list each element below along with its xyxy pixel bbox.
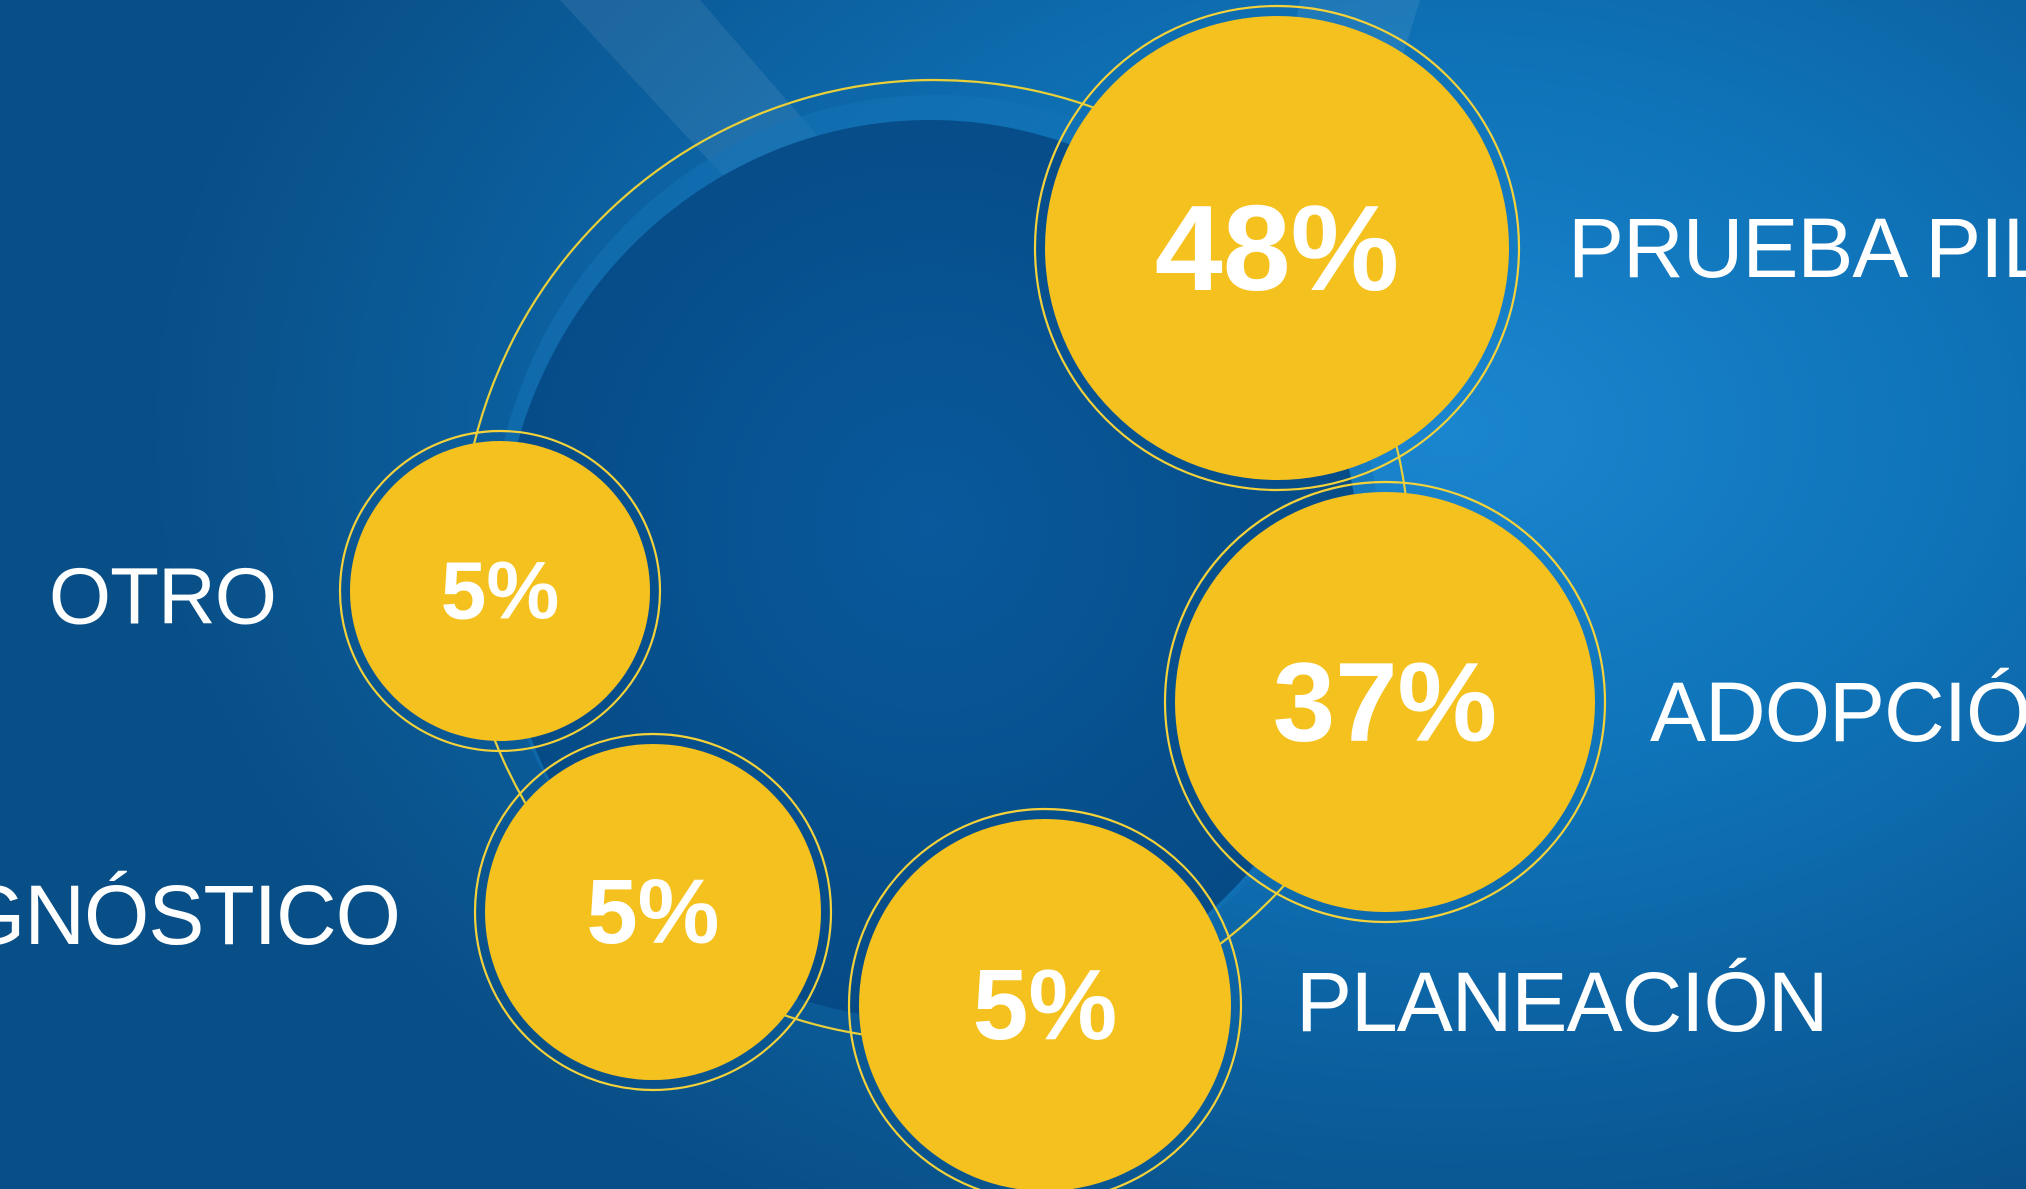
- category-labels: PRUEBA PILOTO ADOPCIÓN PLANEACIÓN DIAGNÓSTI…: [0, 201, 2026, 1049]
- category-label-otro: OTRO: [49, 552, 276, 641]
- value-label-diagnostico: 5%: [587, 861, 720, 963]
- bubble-diagnostico: 5%: [473, 732, 833, 1092]
- value-label-otro: 5%: [441, 546, 560, 637]
- bubble-series: 48% 37% 5% 5% 5%: [338, 4, 1607, 1189]
- bubble-ring-adopcion: [1163, 480, 1607, 924]
- bubble-circle-adopcion: [1175, 492, 1595, 912]
- value-label-adopcion: 37%: [1273, 640, 1497, 765]
- bubble-prueba-piloto: 48%: [1033, 4, 1521, 492]
- category-label-diagnostico: DIAGNÓSTICO: [0, 868, 400, 962]
- bubble-planeacion: 5%: [847, 807, 1243, 1189]
- bubble-circle-prueba-piloto: [1045, 16, 1509, 480]
- value-label-planeacion: 5%: [973, 949, 1118, 1061]
- bubble-adopcion: 37%: [1163, 480, 1607, 924]
- category-label-adopcion: ADOPCIÓN: [1650, 665, 2026, 759]
- value-label-prueba-piloto: 48%: [1155, 180, 1399, 316]
- bubble-ring-planeacion: [847, 807, 1243, 1189]
- bubble-circle-planeacion: [859, 819, 1231, 1189]
- bubble-otro: 5%: [338, 429, 662, 753]
- bubble-ring-otro: [338, 429, 662, 753]
- category-label-prueba-piloto: PRUEBA PILOTO: [1568, 201, 2026, 295]
- bubble-ring-diagnostico: [473, 732, 833, 1092]
- category-label-planeacion: PLANEACIÓN: [1296, 955, 1828, 1049]
- bubble-circle-otro: [350, 441, 650, 741]
- bubble-ring-prueba-piloto: [1033, 4, 1521, 492]
- bubble-circle-diagnostico: [485, 744, 821, 1080]
